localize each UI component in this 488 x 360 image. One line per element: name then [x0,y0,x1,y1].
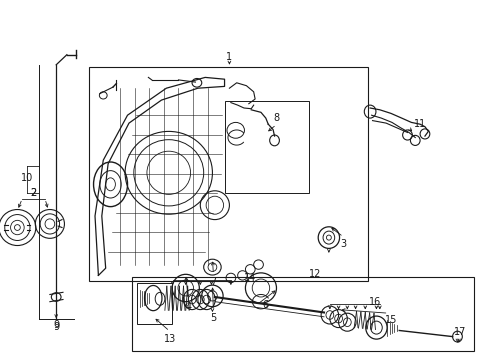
Text: 10: 10 [21,173,33,183]
Text: 13: 13 [163,334,176,344]
Bar [88,67,367,281]
Text: 6: 6 [262,300,268,310]
Text: 17: 17 [453,327,465,337]
Text: 4: 4 [185,302,191,312]
Text: 1: 1 [226,52,232,62]
Text: 2: 2 [31,188,37,198]
Text: 9: 9 [53,320,59,330]
Text: 14: 14 [244,273,256,283]
Bar [132,277,473,351]
Bar [137,283,172,324]
Text: 15: 15 [384,315,396,325]
Text: 3: 3 [340,239,346,249]
Text: 5: 5 [210,312,216,323]
Text: 7: 7 [210,276,216,287]
Text: 12: 12 [308,269,321,279]
Text: 11: 11 [413,119,426,129]
Text: 8: 8 [273,113,279,123]
Bar [224,101,309,193]
Text: 16: 16 [368,297,380,307]
Text: 2: 2 [31,188,37,198]
Text: 9: 9 [53,322,59,332]
